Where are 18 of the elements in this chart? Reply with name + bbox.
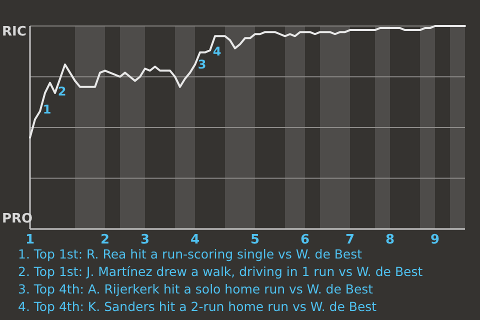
x-tick-label: 7 [345,232,355,248]
text: 1. Top 1st: R. Rea hit a run-scoring single vs W. de Best [18,246,362,262]
text: 3. Top 4th: A. Rijerkerk hit a solo home run vs W. de Best [18,281,374,296]
annotation: 3 [198,57,206,72]
x-tick-label: 4 [190,232,200,248]
annotation: 4 [212,44,222,58]
text: 4. Top 4th: K. Sanders hit a 2-run home run vs W. de Best [18,298,377,314]
x-tick-label: 8 [385,232,395,248]
x-tick-label: 2 [100,232,110,248]
x-tick-label: 6 [300,232,310,248]
text: RIC [2,24,26,40]
annotation: 1 [42,102,52,116]
x-tick-label: 1 [25,232,35,248]
x-tick-label: 3 [140,232,150,248]
x-tick-label: 9 [430,232,440,248]
text: 2. Top 1st: J. Martínez drew a walk, driving in 1 run vs W. de Best [18,264,423,279]
annotation: 2 [58,84,66,98]
x-tick-label: 5 [250,232,260,248]
